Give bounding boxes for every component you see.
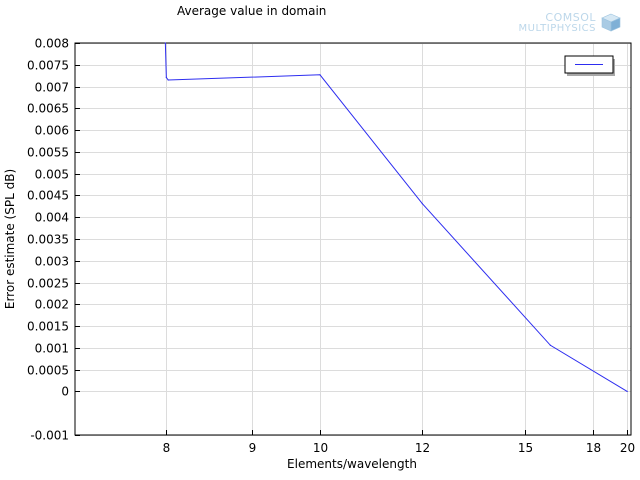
logo-cube-icon — [601, 13, 621, 32]
series-group — [164, 42, 628, 393]
y-tick-label: 0.0075 — [27, 59, 69, 73]
x-axis-label: Elements/wavelength — [287, 457, 417, 471]
logo-line2: MULTIPHYSICS — [519, 23, 596, 34]
y-tick-label: 0.001 — [35, 342, 69, 356]
y-tick-label: 0.004 — [35, 211, 69, 225]
data-point — [165, 76, 167, 79]
y-axis: -0.001 0 0.0005 0.001 0.0015 0.002 0.0025 0.003… — [27, 37, 80, 443]
data-point — [421, 203, 423, 205]
y-tick-label: 0.005 — [35, 168, 69, 182]
y-tick-label: 0.0035 — [27, 233, 69, 247]
y-tick-label: 0.0045 — [27, 189, 69, 203]
y-tick-label: 0.007 — [35, 81, 69, 95]
y-tick-label: 0.0025 — [27, 277, 69, 291]
y-tick-label: 0.008 — [35, 37, 69, 51]
comsol-logo: COMSOL MULTIPHYSICS — [519, 11, 621, 34]
x-tick-label: 18 — [586, 441, 601, 455]
legend — [564, 55, 615, 76]
y-tick-label: 0.0065 — [27, 102, 69, 116]
y-tick-label: 0.006 — [35, 124, 69, 138]
data-point — [626, 390, 628, 393]
y-tick-label: 0.0005 — [27, 364, 69, 378]
logo-line1: COMSOL — [545, 11, 596, 24]
x-tick-label: 8 — [163, 441, 171, 455]
y-tick-label: 0.0015 — [27, 320, 69, 334]
x-tick-label: 12 — [415, 441, 430, 455]
x-axis: 8 9 10 12 15 18 20 — [163, 430, 635, 455]
data-point — [164, 42, 166, 44]
y-tick-label: 0.0055 — [27, 146, 69, 160]
data-point — [319, 74, 321, 76]
grid — [75, 43, 631, 436]
x-tick-label: 10 — [313, 441, 328, 455]
x-tick-label: 20 — [620, 441, 635, 455]
x-tick-label: 9 — [249, 441, 257, 455]
data-point — [549, 344, 551, 346]
y-tick-label: 0.002 — [35, 298, 69, 312]
y-tick-label: -0.001 — [30, 429, 69, 443]
y-axis-label: Error estimate (SPL dB) — [3, 169, 17, 309]
data-point — [167, 79, 169, 81]
y-tick-label: 0.003 — [35, 255, 69, 269]
chart-title: Average value in domain — [177, 4, 326, 18]
y-tick-label: 0 — [61, 385, 69, 399]
x-tick-label: 15 — [518, 441, 533, 455]
